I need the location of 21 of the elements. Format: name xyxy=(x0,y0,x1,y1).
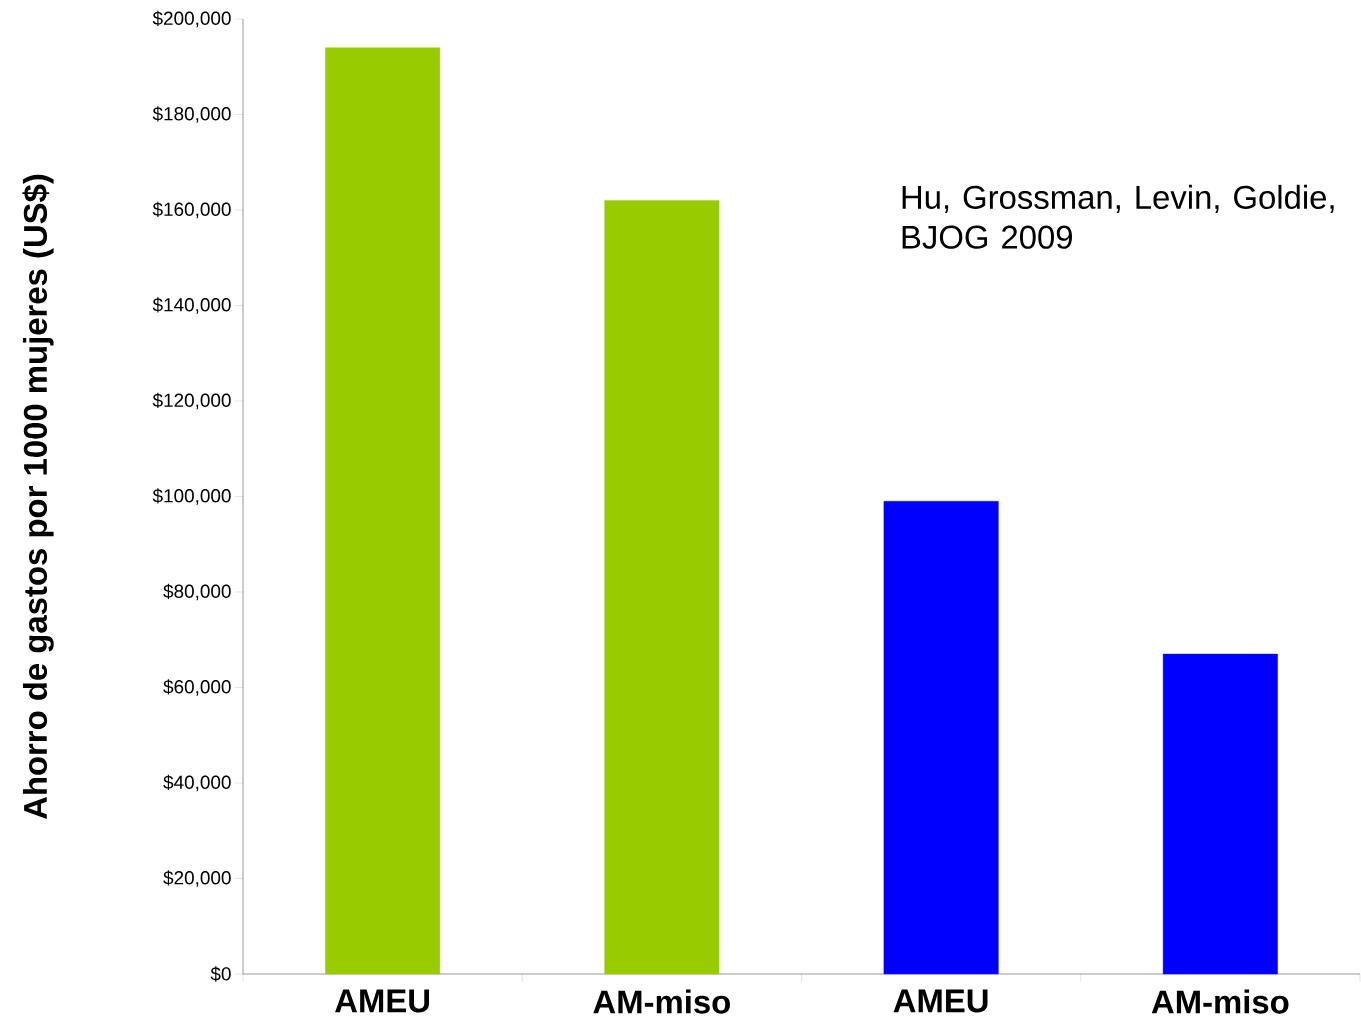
y-tick-label: $160,000 xyxy=(152,201,231,219)
bar xyxy=(1162,653,1278,975)
y-tick-label: $80,000 xyxy=(163,583,231,601)
bar xyxy=(883,501,999,975)
y-tick-label: $0 xyxy=(210,966,231,982)
y-tick-label: $120,000 xyxy=(152,392,231,410)
y-tick-label: $40,000 xyxy=(163,774,231,792)
x-tick-label: AM-miso xyxy=(593,989,730,1014)
y-tick-label: $200,000 xyxy=(152,10,231,28)
y-tick-label: $20,000 xyxy=(163,870,231,887)
x-tick-label: AM-miso xyxy=(1151,989,1289,1014)
bar xyxy=(325,47,441,975)
y-tick-label: $60,000 xyxy=(163,679,231,696)
y-axis-title: Ahorro de gastos por 1000 mujeres (US$) xyxy=(22,174,54,820)
bar xyxy=(604,200,720,975)
x-tick-label: AMEU xyxy=(893,989,988,1013)
annotation: Hu, Grossman, Levin, Goldie, BJOG 2009 xyxy=(902,184,1334,249)
y-tick-label: $100,000 xyxy=(152,488,231,505)
x-tick-label: AMEU xyxy=(335,989,430,1013)
y-tick-label: $180,000 xyxy=(152,106,231,123)
y-tick-label: $140,000 xyxy=(152,297,231,314)
